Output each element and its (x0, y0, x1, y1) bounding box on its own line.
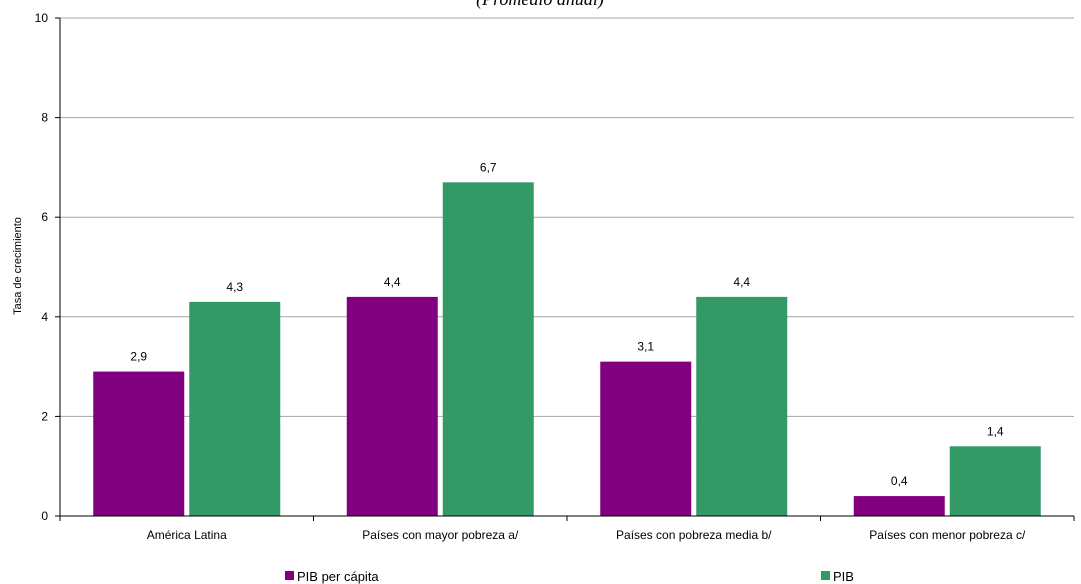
data-label: 4,3 (226, 280, 243, 294)
bar (696, 296, 788, 516)
y-tick-label: 6 (41, 210, 48, 224)
data-labels: 2,9 4,3 4,4 6,7 3,1 4,4 0,4 1,4 (130, 160, 1004, 488)
bar (346, 296, 438, 516)
y-tick-label: 4 (41, 310, 48, 324)
bar (600, 361, 692, 516)
y-tick-label: 8 (41, 111, 48, 125)
data-label: 1,4 (987, 424, 1004, 438)
bar (949, 446, 1041, 516)
legend-swatch (821, 571, 830, 580)
bar (189, 301, 281, 516)
data-label: 4,4 (384, 275, 401, 289)
legend-swatch (285, 571, 294, 580)
category-label: América Latina (147, 528, 227, 542)
legend: PIB per cápita PIB (285, 569, 854, 584)
chart-subtitle: (Promedio anual) (476, 0, 604, 10)
bar (853, 496, 945, 516)
data-label: 4,4 (733, 275, 750, 289)
y-axis-ticks: 0 2 4 6 8 10 (35, 11, 60, 523)
legend-label: PIB per cápita (297, 569, 379, 584)
category-labels: América Latina Países con mayor pobreza a… (147, 528, 1026, 542)
category-label: Países con pobreza media b/ (616, 528, 772, 542)
category-label: Países con mayor pobreza a/ (362, 528, 519, 542)
data-label: 2,9 (130, 350, 147, 364)
category-label: Países con menor pobreza c/ (869, 528, 1026, 542)
y-tick-label: 10 (35, 11, 49, 25)
bar (93, 371, 185, 516)
y-tick-label: 0 (41, 509, 48, 523)
bars (93, 182, 1041, 516)
data-label: 3,1 (637, 340, 654, 354)
y-axis-label: Tasa de crecimiento (12, 217, 24, 315)
x-axis-ticks (59, 516, 1075, 521)
bar (442, 182, 534, 516)
data-label: 0,4 (891, 474, 908, 488)
legend-label: PIB (833, 569, 854, 584)
y-tick-label: 2 (41, 409, 48, 423)
data-label: 6,7 (480, 160, 497, 174)
